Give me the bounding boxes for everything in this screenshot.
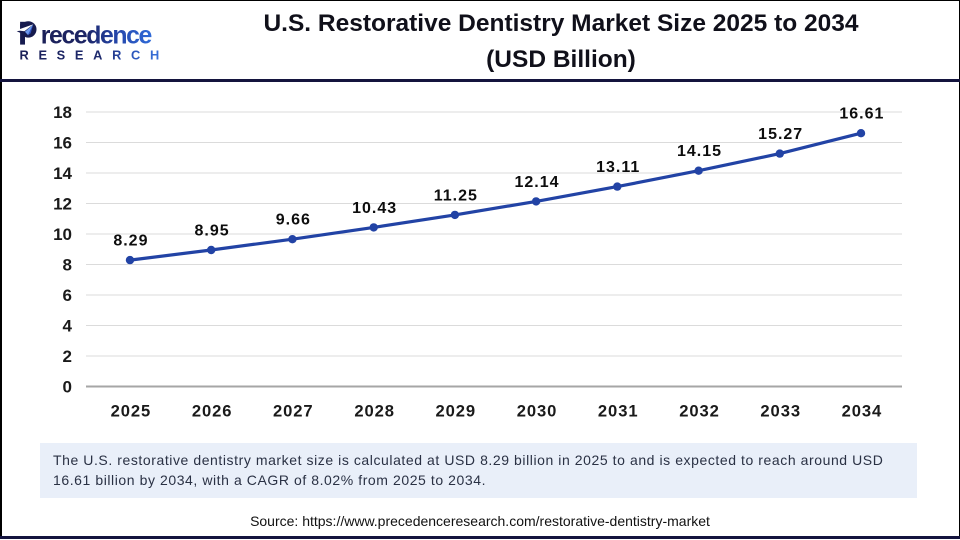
svg-text:14.15: 14.15 bbox=[677, 143, 722, 160]
svg-text:8.95: 8.95 bbox=[195, 222, 230, 239]
svg-text:2033: 2033 bbox=[760, 402, 801, 421]
svg-text:18: 18 bbox=[53, 103, 72, 122]
svg-text:0: 0 bbox=[63, 378, 72, 397]
svg-text:10.43: 10.43 bbox=[352, 200, 397, 217]
svg-text:2034: 2034 bbox=[842, 402, 883, 421]
svg-text:RESEARCH: RESEARCH bbox=[20, 47, 169, 62]
svg-text:recedence: recedence bbox=[41, 23, 152, 50]
svg-text:2031: 2031 bbox=[598, 402, 639, 421]
svg-text:9.66: 9.66 bbox=[276, 212, 311, 229]
svg-text:2032: 2032 bbox=[679, 402, 720, 421]
svg-text:2027: 2027 bbox=[273, 402, 314, 421]
svg-text:2029: 2029 bbox=[436, 402, 477, 421]
svg-text:8: 8 bbox=[63, 256, 72, 275]
svg-text:8.29: 8.29 bbox=[113, 233, 148, 250]
svg-text:4: 4 bbox=[63, 317, 73, 336]
svg-text:16: 16 bbox=[53, 134, 72, 153]
svg-text:16.61: 16.61 bbox=[839, 106, 884, 123]
svg-text:13.11: 13.11 bbox=[596, 159, 640, 176]
svg-text:11.25: 11.25 bbox=[434, 187, 478, 204]
svg-text:2030: 2030 bbox=[517, 402, 558, 421]
svg-text:15.27: 15.27 bbox=[758, 126, 803, 143]
svg-text:2: 2 bbox=[63, 347, 72, 366]
svg-text:2026: 2026 bbox=[192, 402, 233, 421]
svg-text:10: 10 bbox=[53, 225, 72, 244]
svg-text:2025: 2025 bbox=[111, 402, 152, 421]
svg-text:12.14: 12.14 bbox=[514, 174, 559, 191]
svg-text:12: 12 bbox=[53, 195, 72, 214]
svg-text:6: 6 bbox=[63, 286, 72, 305]
svg-text:14: 14 bbox=[53, 164, 72, 183]
svg-text:2028: 2028 bbox=[354, 402, 395, 421]
